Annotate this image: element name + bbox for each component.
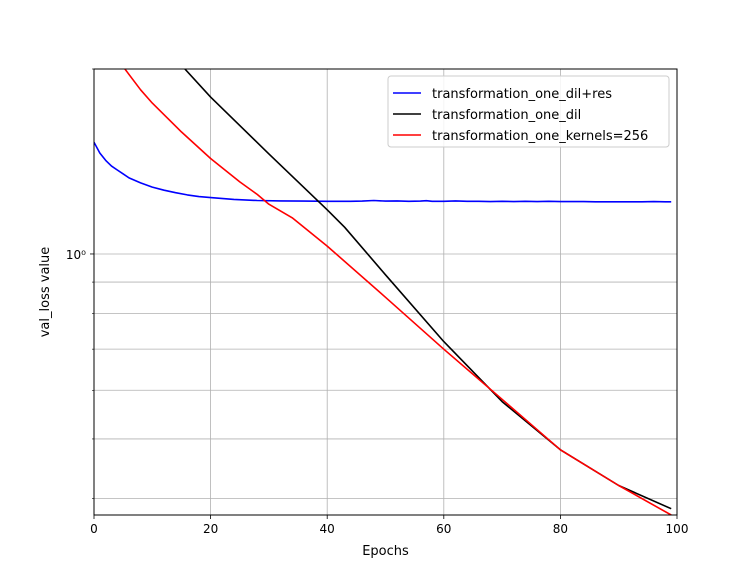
x-tick-label: 60	[436, 522, 451, 536]
x-tick-label: 80	[553, 522, 568, 536]
x-tick-label: 100	[666, 522, 689, 536]
x-axis-title: Epochs	[362, 544, 409, 559]
legend-label: transformation_one_dil	[432, 108, 581, 123]
x-tick-label: 0	[90, 522, 98, 536]
x-tick-label: 40	[320, 522, 335, 536]
legend-label: transformation_one_kernels=256	[432, 129, 648, 144]
y-tick-label: 10⁰	[66, 248, 86, 262]
x-tick-label: 20	[203, 522, 218, 536]
legend: transformation_one_dil+res transformation…	[388, 76, 669, 147]
legend-label: transformation_one_dil+res	[432, 87, 612, 102]
y-axis-title: val_loss value	[38, 247, 53, 338]
